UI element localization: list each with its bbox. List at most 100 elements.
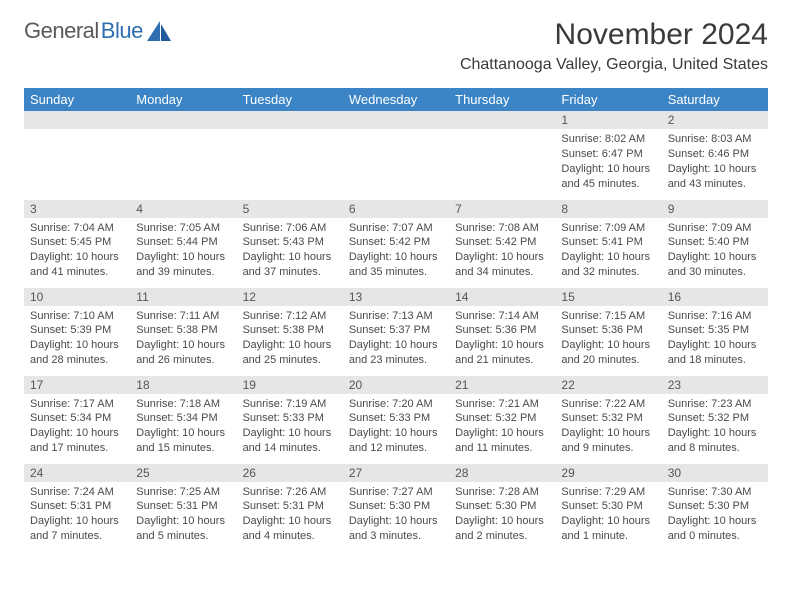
day-body: Sunrise: 7:11 AMSunset: 5:38 PMDaylight:… — [130, 306, 236, 372]
day-number: 1 — [555, 111, 661, 129]
logo-sail-icon — [147, 21, 173, 41]
sunrise-text: Sunrise: 7:08 AM — [455, 221, 549, 236]
day-body: Sunrise: 7:25 AMSunset: 5:31 PMDaylight:… — [130, 482, 236, 548]
daylight-text-1: Daylight: 10 hours — [349, 426, 443, 441]
day-body — [343, 129, 449, 189]
daylight-text-1: Daylight: 10 hours — [668, 338, 762, 353]
calendar-cell: 14Sunrise: 7:14 AMSunset: 5:36 PMDayligh… — [449, 287, 555, 375]
daylight-text-1: Daylight: 10 hours — [243, 426, 337, 441]
day-number — [343, 111, 449, 129]
calendar-cell: 12Sunrise: 7:12 AMSunset: 5:38 PMDayligh… — [237, 287, 343, 375]
day-body: Sunrise: 7:22 AMSunset: 5:32 PMDaylight:… — [555, 394, 661, 460]
day-body: Sunrise: 7:05 AMSunset: 5:44 PMDaylight:… — [130, 218, 236, 284]
day-body: Sunrise: 7:09 AMSunset: 5:41 PMDaylight:… — [555, 218, 661, 284]
calendar-cell: 8Sunrise: 7:09 AMSunset: 5:41 PMDaylight… — [555, 199, 661, 287]
sunset-text: Sunset: 5:37 PM — [349, 323, 443, 338]
day-number: 30 — [662, 464, 768, 482]
calendar-cell: 18Sunrise: 7:18 AMSunset: 5:34 PMDayligh… — [130, 375, 236, 463]
calendar-week-row: 3Sunrise: 7:04 AMSunset: 5:45 PMDaylight… — [24, 199, 768, 287]
day-number: 11 — [130, 288, 236, 306]
day-body: Sunrise: 7:23 AMSunset: 5:32 PMDaylight:… — [662, 394, 768, 460]
day-number: 12 — [237, 288, 343, 306]
calendar-cell: 9Sunrise: 7:09 AMSunset: 5:40 PMDaylight… — [662, 199, 768, 287]
day-body: Sunrise: 7:10 AMSunset: 5:39 PMDaylight:… — [24, 306, 130, 372]
daylight-text-2: and 28 minutes. — [30, 353, 124, 368]
calendar-cell — [343, 111, 449, 199]
daylight-text-1: Daylight: 10 hours — [455, 426, 549, 441]
sunset-text: Sunset: 5:45 PM — [30, 235, 124, 250]
calendar-week-row: 1Sunrise: 8:02 AMSunset: 6:47 PMDaylight… — [24, 111, 768, 199]
sunrise-text: Sunrise: 7:18 AM — [136, 397, 230, 412]
day-number: 19 — [237, 376, 343, 394]
title-block: November 2024 Chattanooga Valley, Georgi… — [460, 18, 768, 74]
day-body: Sunrise: 8:02 AMSunset: 6:47 PMDaylight:… — [555, 129, 661, 195]
day-body: Sunrise: 7:06 AMSunset: 5:43 PMDaylight:… — [237, 218, 343, 284]
sunset-text: Sunset: 5:36 PM — [561, 323, 655, 338]
sunset-text: Sunset: 5:31 PM — [243, 499, 337, 514]
calendar-cell: 27Sunrise: 7:27 AMSunset: 5:30 PMDayligh… — [343, 463, 449, 551]
sunset-text: Sunset: 5:33 PM — [349, 411, 443, 426]
calendar-cell: 16Sunrise: 7:16 AMSunset: 5:35 PMDayligh… — [662, 287, 768, 375]
day-body — [237, 129, 343, 189]
calendar-cell: 19Sunrise: 7:19 AMSunset: 5:33 PMDayligh… — [237, 375, 343, 463]
daylight-text-2: and 3 minutes. — [349, 529, 443, 544]
daylight-text-1: Daylight: 10 hours — [668, 250, 762, 265]
sunrise-text: Sunrise: 7:09 AM — [668, 221, 762, 236]
calendar-body: 1Sunrise: 8:02 AMSunset: 6:47 PMDaylight… — [24, 111, 768, 551]
sunset-text: Sunset: 5:41 PM — [561, 235, 655, 250]
sunrise-text: Sunrise: 8:02 AM — [561, 132, 655, 147]
day-body: Sunrise: 7:26 AMSunset: 5:31 PMDaylight:… — [237, 482, 343, 548]
calendar-cell: 3Sunrise: 7:04 AMSunset: 5:45 PMDaylight… — [24, 199, 130, 287]
sunset-text: Sunset: 5:32 PM — [455, 411, 549, 426]
day-body: Sunrise: 8:03 AMSunset: 6:46 PMDaylight:… — [662, 129, 768, 195]
calendar-week-row: 17Sunrise: 7:17 AMSunset: 5:34 PMDayligh… — [24, 375, 768, 463]
day-body: Sunrise: 7:04 AMSunset: 5:45 PMDaylight:… — [24, 218, 130, 284]
daylight-text-1: Daylight: 10 hours — [243, 338, 337, 353]
day-number — [24, 111, 130, 129]
daylight-text-2: and 25 minutes. — [243, 353, 337, 368]
daylight-text-2: and 41 minutes. — [30, 265, 124, 280]
sunset-text: Sunset: 5:30 PM — [349, 499, 443, 514]
day-number: 21 — [449, 376, 555, 394]
weekday-header-row: SundayMondayTuesdayWednesdayThursdayFrid… — [24, 88, 768, 111]
daylight-text-1: Daylight: 10 hours — [30, 250, 124, 265]
calendar-week-row: 24Sunrise: 7:24 AMSunset: 5:31 PMDayligh… — [24, 463, 768, 551]
logo-text-1: General — [24, 18, 99, 44]
calendar-cell: 1Sunrise: 8:02 AMSunset: 6:47 PMDaylight… — [555, 111, 661, 199]
sunset-text: Sunset: 5:30 PM — [561, 499, 655, 514]
sunrise-text: Sunrise: 7:07 AM — [349, 221, 443, 236]
daylight-text-1: Daylight: 10 hours — [30, 426, 124, 441]
header: GeneralBlue November 2024 Chattanooga Va… — [24, 18, 768, 74]
day-body: Sunrise: 7:24 AMSunset: 5:31 PMDaylight:… — [24, 482, 130, 548]
location: Chattanooga Valley, Georgia, United Stat… — [460, 56, 768, 74]
daylight-text-1: Daylight: 10 hours — [30, 514, 124, 529]
weekday-header: Saturday — [662, 88, 768, 111]
sunrise-text: Sunrise: 7:20 AM — [349, 397, 443, 412]
day-body — [130, 129, 236, 189]
calendar-cell: 7Sunrise: 7:08 AMSunset: 5:42 PMDaylight… — [449, 199, 555, 287]
day-body — [449, 129, 555, 189]
daylight-text-1: Daylight: 10 hours — [455, 514, 549, 529]
sunset-text: Sunset: 5:31 PM — [30, 499, 124, 514]
sunrise-text: Sunrise: 7:23 AM — [668, 397, 762, 412]
calendar-cell — [24, 111, 130, 199]
sunrise-text: Sunrise: 7:29 AM — [561, 485, 655, 500]
calendar-cell: 4Sunrise: 7:05 AMSunset: 5:44 PMDaylight… — [130, 199, 236, 287]
day-body: Sunrise: 7:07 AMSunset: 5:42 PMDaylight:… — [343, 218, 449, 284]
sunset-text: Sunset: 5:30 PM — [668, 499, 762, 514]
sunrise-text: Sunrise: 7:28 AM — [455, 485, 549, 500]
daylight-text-2: and 4 minutes. — [243, 529, 337, 544]
daylight-text-1: Daylight: 10 hours — [668, 514, 762, 529]
sunrise-text: Sunrise: 7:26 AM — [243, 485, 337, 500]
daylight-text-1: Daylight: 10 hours — [349, 250, 443, 265]
calendar-cell — [449, 111, 555, 199]
calendar-cell: 21Sunrise: 7:21 AMSunset: 5:32 PMDayligh… — [449, 375, 555, 463]
calendar-cell: 20Sunrise: 7:20 AMSunset: 5:33 PMDayligh… — [343, 375, 449, 463]
sunrise-text: Sunrise: 8:03 AM — [668, 132, 762, 147]
daylight-text-2: and 43 minutes. — [668, 177, 762, 192]
sunrise-text: Sunrise: 7:10 AM — [30, 309, 124, 324]
day-number: 25 — [130, 464, 236, 482]
calendar-cell: 11Sunrise: 7:11 AMSunset: 5:38 PMDayligh… — [130, 287, 236, 375]
logo: GeneralBlue — [24, 18, 173, 44]
daylight-text-1: Daylight: 10 hours — [243, 250, 337, 265]
